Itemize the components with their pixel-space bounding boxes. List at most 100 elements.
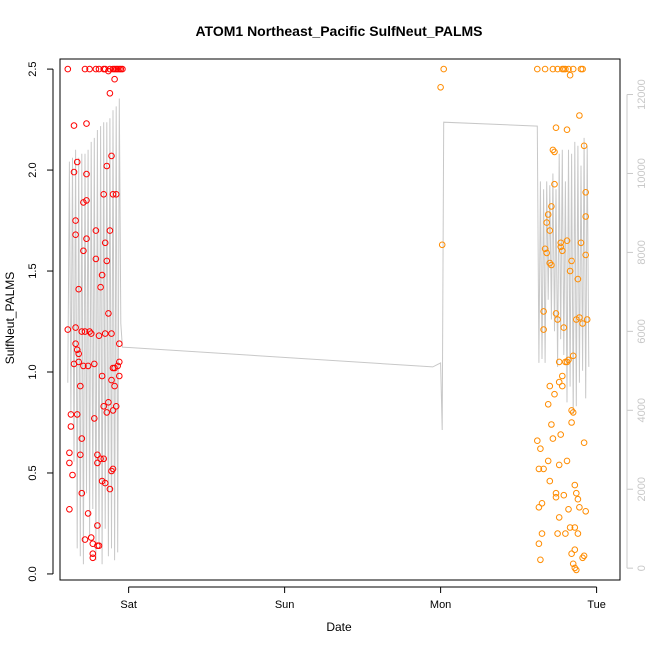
data-point-series-2 bbox=[552, 310, 560, 317]
data-point-series-1 bbox=[111, 65, 118, 73]
data-point-series-2 bbox=[583, 316, 591, 323]
data-point-series-2 bbox=[534, 437, 541, 445]
data-point-series-1 bbox=[98, 271, 106, 279]
data-point-series-2 bbox=[540, 465, 547, 473]
data-point-series-1 bbox=[97, 283, 104, 291]
y2-tick-label: 8000 bbox=[636, 240, 648, 264]
data-point-series-1 bbox=[91, 415, 98, 422]
data-point-series-1 bbox=[95, 65, 103, 73]
data-point-series-1 bbox=[75, 285, 82, 293]
data-point-series-1 bbox=[103, 257, 111, 265]
data-point-series-1 bbox=[83, 197, 90, 204]
data-point-series-2 bbox=[571, 564, 579, 572]
data-point-series-2 bbox=[580, 142, 588, 150]
data-point-series-1 bbox=[67, 411, 75, 418]
data-point-series-2 bbox=[577, 239, 585, 247]
data-point-series-2 bbox=[571, 481, 579, 489]
data-point-series-1 bbox=[92, 227, 100, 234]
data-point-series-1 bbox=[100, 455, 107, 463]
data-point-series-2 bbox=[548, 261, 555, 269]
data-point-series-1 bbox=[77, 451, 84, 459]
data-point-series-2 bbox=[560, 324, 568, 331]
data-point-series-1 bbox=[101, 330, 109, 337]
data-point-series-2 bbox=[566, 267, 574, 275]
data-point-series-1 bbox=[72, 324, 79, 331]
data-point-series-1 bbox=[111, 75, 118, 83]
secondary-y-axis: 0 2000 4000 6000 8000 10000 12000 bbox=[626, 79, 648, 571]
y-tick-label: 2.5 bbox=[27, 61, 39, 76]
data-point-series-2 bbox=[541, 245, 549, 253]
data-point-series-1 bbox=[86, 65, 93, 73]
data-point-series-1 bbox=[108, 152, 115, 160]
data-point-series-1 bbox=[98, 372, 106, 380]
data-point-series-2 bbox=[554, 530, 561, 537]
data-point-series-1 bbox=[105, 310, 112, 317]
y2-tick-label: 10000 bbox=[636, 158, 648, 189]
data-point-series-2 bbox=[569, 352, 577, 360]
data-point-series-1 bbox=[80, 362, 87, 370]
data-point-series-2 bbox=[551, 180, 558, 188]
data-point-series-1 bbox=[94, 451, 101, 459]
data-point-series-1 bbox=[81, 536, 89, 543]
data-point-series-1 bbox=[81, 328, 89, 335]
data-point-series-2 bbox=[543, 249, 551, 257]
data-point-series-1 bbox=[98, 477, 106, 485]
data-point-series-1 bbox=[69, 471, 76, 479]
data-point-series-1 bbox=[100, 191, 107, 198]
data-point-series-1 bbox=[101, 239, 109, 247]
y2-tick-label: 4000 bbox=[636, 398, 648, 422]
data-point-series-1 bbox=[77, 382, 84, 390]
y2-tick-label: 12000 bbox=[636, 79, 648, 110]
data-point-series-2 bbox=[537, 556, 544, 564]
data-point-series-1 bbox=[78, 435, 86, 442]
data-point-series-1 bbox=[116, 358, 123, 366]
data-point-series-1 bbox=[73, 411, 81, 418]
data-point-series-1 bbox=[109, 407, 117, 414]
data-point-series-2 bbox=[555, 358, 563, 366]
data-point-series-2 bbox=[555, 378, 563, 386]
y-tick-label: 0.5 bbox=[27, 465, 39, 480]
data-point-series-1 bbox=[84, 510, 92, 517]
data-point-series-2 bbox=[548, 421, 555, 428]
data-point-series-2 bbox=[559, 247, 566, 255]
data-point-series-2 bbox=[535, 540, 543, 548]
data-point-series-2 bbox=[560, 491, 568, 499]
data-point-series-2 bbox=[576, 504, 583, 511]
data-point-series-1 bbox=[97, 455, 104, 463]
data-point-series-2 bbox=[546, 477, 554, 485]
data-point-series-1 bbox=[72, 340, 79, 348]
data-point-series-1 bbox=[119, 65, 126, 73]
x-tick-label: Tue bbox=[587, 599, 606, 611]
y2-tick-label: 0 bbox=[636, 565, 648, 571]
x-tick-label: Mon bbox=[430, 599, 451, 611]
data-point-series-2 bbox=[565, 356, 572, 364]
data-point-series-2 bbox=[566, 524, 574, 531]
data-point-series-1 bbox=[112, 403, 120, 410]
data-point-series-2 bbox=[563, 457, 571, 465]
plot-frame bbox=[59, 58, 621, 581]
data-point-series-1 bbox=[111, 382, 118, 390]
data-point-series-2 bbox=[548, 203, 555, 210]
data-point-series-1 bbox=[92, 255, 100, 263]
data-point-series-1 bbox=[94, 459, 101, 467]
data-point-series-2 bbox=[566, 71, 574, 79]
data-point-series-2 bbox=[551, 390, 558, 398]
data-point-series-1 bbox=[91, 360, 98, 368]
data-point-series-1 bbox=[78, 489, 86, 497]
data-point-series-2 bbox=[579, 65, 586, 73]
data-point-series-2 bbox=[546, 259, 554, 267]
data-point-series-2 bbox=[544, 211, 552, 218]
data-point-series-1 bbox=[66, 506, 73, 513]
data-point-series-2 bbox=[538, 500, 546, 507]
data-point-series-2 bbox=[540, 308, 547, 315]
data-point-series-2 bbox=[544, 457, 552, 465]
data-point-series-1 bbox=[105, 399, 112, 406]
data-point-series-2 bbox=[569, 560, 577, 568]
data-point-series-2 bbox=[541, 65, 549, 73]
chart-title: ATOM1 Northeast_Pacific SulfNeut_PALMS bbox=[195, 23, 482, 39]
data-point-series-2 bbox=[554, 65, 561, 73]
data-point-series-2 bbox=[568, 550, 575, 558]
data-point-series-1 bbox=[112, 191, 120, 198]
data-point-series-2 bbox=[573, 489, 580, 497]
y2-tick-label: 2000 bbox=[636, 477, 648, 501]
